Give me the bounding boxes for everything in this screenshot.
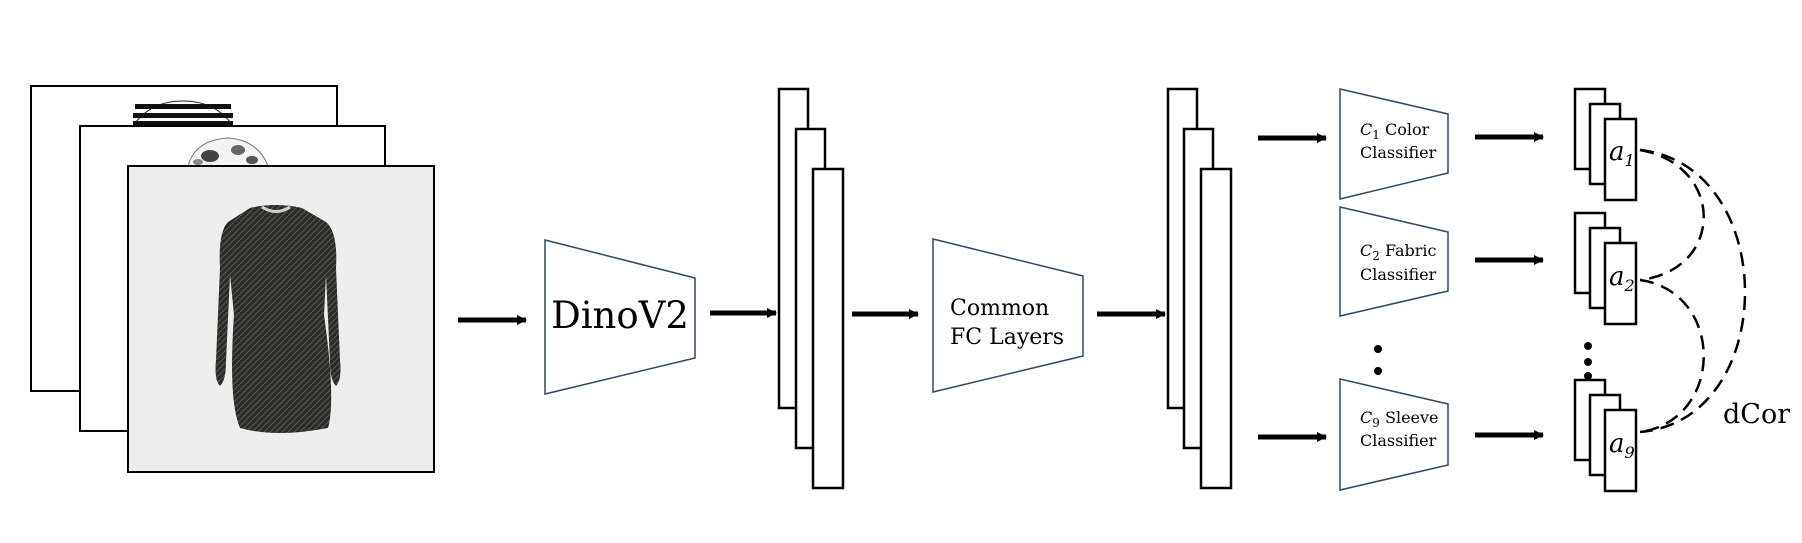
input-image-stack <box>30 85 435 473</box>
dcor-arc-a2-a9 <box>1639 278 1705 434</box>
ellipsis-outputs <box>1584 342 1592 380</box>
classifier-subscript: 1 <box>1372 128 1380 142</box>
svg-text:a2: a2 <box>1609 262 1635 295</box>
common-fc-label-line2: FC Layers <box>950 325 1064 350</box>
classifier-name: Fabric <box>1385 241 1437 260</box>
output-symbol: a <box>1609 262 1625 292</box>
svg-text:C9 Sleeve: C9 Sleeve <box>1360 408 1439 430</box>
output-symbol: a <box>1609 137 1625 167</box>
fabric-classifier: C2 Fabric Classifier <box>1339 206 1449 317</box>
dcor-arc-a1-a2 <box>1639 148 1705 282</box>
svg-text:a1: a1 <box>1609 137 1635 170</box>
svg-text:C2 Fabric: C2 Fabric <box>1360 241 1437 263</box>
output-subscript: 9 <box>1625 443 1635 462</box>
common-fc-label-line1: Common <box>950 296 1049 321</box>
dcor-arc-a1-a9 <box>1639 148 1747 434</box>
dcor-connectors <box>1639 148 1747 434</box>
output-a2: a2 <box>1573 211 1638 326</box>
floral-top-thumbnail <box>187 137 269 167</box>
color-classifier: C1 Color Classifier <box>1339 88 1449 200</box>
classifier-symbol: C <box>1360 241 1372 260</box>
classifier-line2: Classifier <box>1360 143 1437 162</box>
dcor-label: dCor <box>1723 399 1790 430</box>
striped-shirt-thumbnail <box>132 100 234 127</box>
dress-photo <box>215 205 341 433</box>
classifier-symbol: C <box>1360 408 1372 427</box>
output-a9: a9 <box>1573 378 1638 493</box>
svg-text:a9: a9 <box>1609 429 1635 462</box>
classifier-name: Sleeve <box>1385 408 1439 427</box>
classifier-subscript: 2 <box>1372 249 1380 263</box>
dinov2-block: DinoV2 <box>544 239 696 395</box>
dinov2-label: DinoV2 <box>551 294 689 337</box>
svg-text:C1 Color: C1 Color <box>1360 120 1430 142</box>
flow-arrows <box>458 132 1544 442</box>
classifier-subscript: 9 <box>1372 416 1380 430</box>
output-subscript: 2 <box>1624 276 1635 295</box>
feature-stack-1 <box>777 87 845 490</box>
common-fc-trapezoid <box>932 238 1084 393</box>
output-symbol: a <box>1609 429 1625 459</box>
classifier-symbol: C <box>1360 120 1372 139</box>
dinov2-trapezoid <box>544 239 696 395</box>
feature-stack-2 <box>1166 87 1233 490</box>
classifier-line2: Classifier <box>1360 431 1437 450</box>
output-a1: a1 <box>1573 87 1638 202</box>
output-subscript: 1 <box>1625 151 1635 170</box>
classifier-name: Color <box>1385 120 1430 139</box>
common-fc-block: Common FC Layers <box>932 238 1084 393</box>
sleeve-classifier: C9 Sleeve Classifier <box>1339 378 1449 491</box>
classifier-line2: Classifier <box>1360 265 1437 284</box>
